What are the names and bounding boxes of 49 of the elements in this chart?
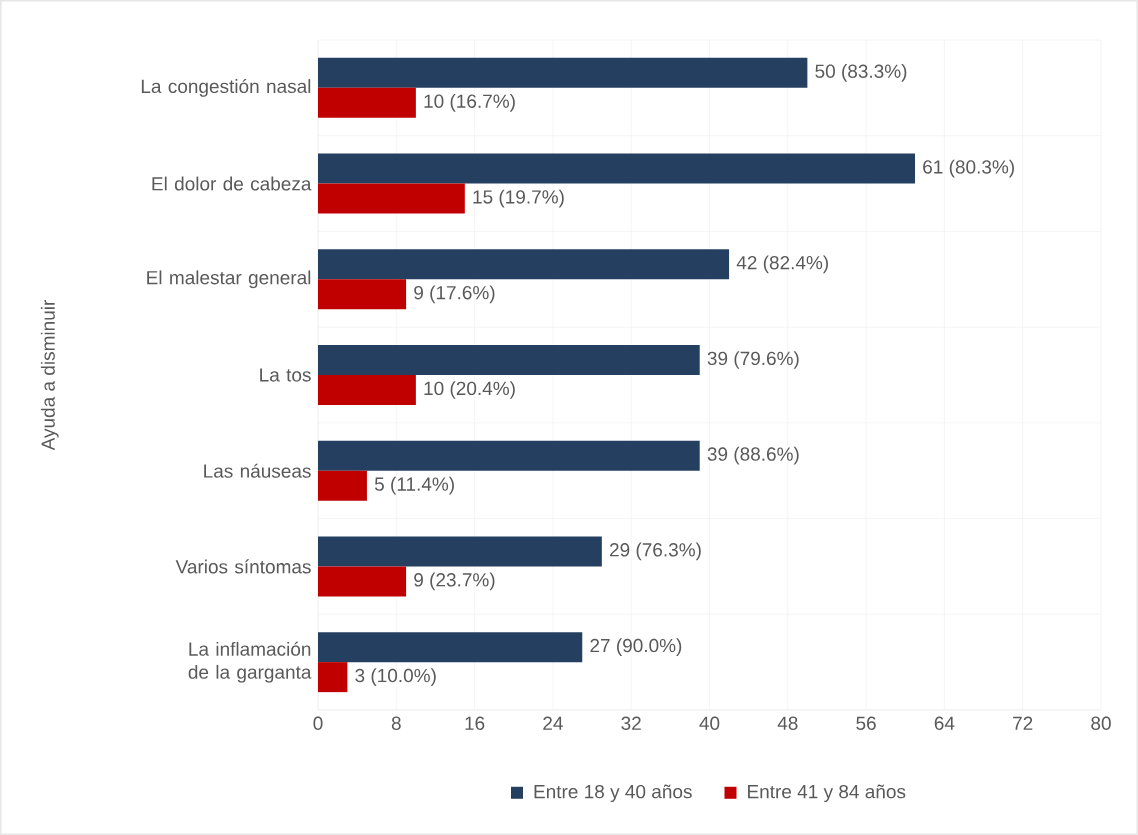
y-tick-label: La inflamación de la garganta [188, 641, 312, 683]
data-label: 5 (11.4%) [374, 476, 454, 495]
x-tick-label: 16 [465, 716, 485, 730]
bar [318, 470, 367, 501]
y-tick-label: La congestión nasal [141, 78, 311, 97]
y-tick-label: El malestar general [147, 270, 311, 289]
x-tick-label: 32 [621, 716, 641, 730]
bar [318, 57, 808, 88]
data-label: 10 (16.7%) [424, 94, 515, 112]
data-label: 27 (90.0%) [590, 638, 682, 656]
bar [318, 440, 700, 471]
y-axis-title: Ayuda a disminuir [40, 300, 59, 451]
data-label: 29 (76.3%) [609, 542, 701, 561]
data-label: 39 (79.6%) [707, 351, 799, 369]
data-label: 9 (23.7%) [414, 572, 495, 591]
bar [318, 87, 416, 118]
x-tick-label: 56 [856, 716, 876, 730]
data-label: 3 (10.0%) [355, 668, 436, 686]
x-tick-label: 80 [1091, 716, 1111, 730]
x-tick-label: 64 [934, 716, 955, 730]
data-label: 50 (83.3%) [815, 64, 907, 82]
data-label: 15 (19.7%) [473, 189, 564, 208]
bar [318, 375, 416, 405]
x-tick-label: 40 [699, 716, 720, 730]
data-label: 42 (82.4%) [736, 255, 828, 274]
y-tick-label: El dolor de cabeza [152, 176, 312, 191]
data-label: 61 (80.3%) [923, 159, 1014, 178]
x-tick-label: 72 [1013, 716, 1033, 730]
bar [318, 279, 407, 310]
legend-label: Entre 18 y 40 años [534, 784, 692, 803]
x-tick-label: 24 [543, 716, 563, 730]
data-label: 10 (20.4%) [424, 381, 515, 399]
bar [318, 662, 348, 693]
legend-label: Entre 41 y 84 años [748, 784, 906, 803]
bar [318, 249, 730, 280]
y-tick-label: Las náuseas [204, 463, 311, 478]
x-tick-label: 8 [391, 716, 401, 730]
y-tick-label: Varios síntomas [175, 559, 311, 574]
bar [318, 153, 916, 184]
data-label: 39 (88.6%) [707, 446, 799, 465]
bar [318, 183, 465, 214]
x-tick-label: 0 [313, 716, 323, 730]
data-label: 9 (17.6%) [414, 285, 495, 304]
bar [318, 632, 583, 663]
y-tick-label: La tos [260, 368, 311, 382]
bar [318, 566, 407, 597]
bar [318, 345, 700, 375]
x-tick-label: 48 [777, 716, 798, 730]
bar [318, 536, 602, 567]
